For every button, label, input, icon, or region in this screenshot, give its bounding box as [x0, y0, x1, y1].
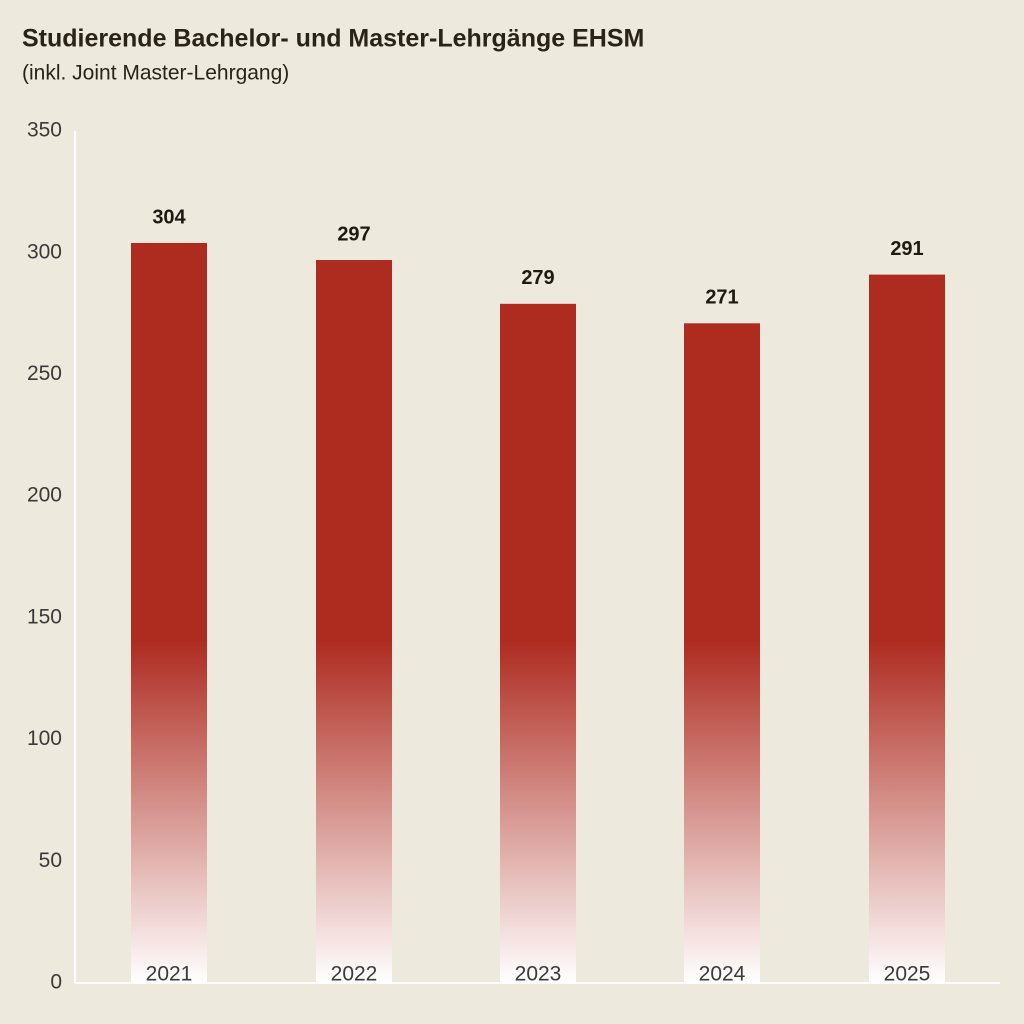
chart-title: Studierende Bachelor- und Master-Lehrgän…: [22, 25, 644, 53]
y-tick-label: 350: [27, 119, 62, 142]
x-tick-label: 2022: [331, 963, 378, 986]
value-label: 279: [521, 267, 554, 289]
x-tick-label: 2023: [515, 963, 562, 986]
value-label: 271: [705, 287, 738, 309]
bar-fade: [869, 274, 945, 983]
chart-subtitle: (inkl. Joint Master-Lehrgang): [22, 62, 289, 85]
x-tick-label: 2021: [146, 963, 193, 986]
value-label: 291: [890, 238, 923, 260]
bar-fade: [316, 260, 392, 983]
x-tick-label: 2024: [699, 963, 746, 986]
y-tick-label: 200: [27, 484, 62, 507]
x-tick-label: 2025: [884, 963, 931, 986]
bar-fade: [131, 242, 207, 983]
y-tick-label: 150: [27, 605, 62, 628]
value-label: 304: [152, 206, 186, 228]
y-tick-label: 50: [39, 849, 62, 872]
bar-fade: [500, 303, 576, 983]
y-tick-label: 0: [50, 971, 62, 994]
value-label: 297: [337, 223, 370, 245]
y-tick-label: 100: [27, 727, 62, 750]
bar-fade: [684, 323, 760, 983]
y-tick-label: 300: [27, 240, 62, 263]
y-tick-label: 250: [27, 362, 62, 385]
